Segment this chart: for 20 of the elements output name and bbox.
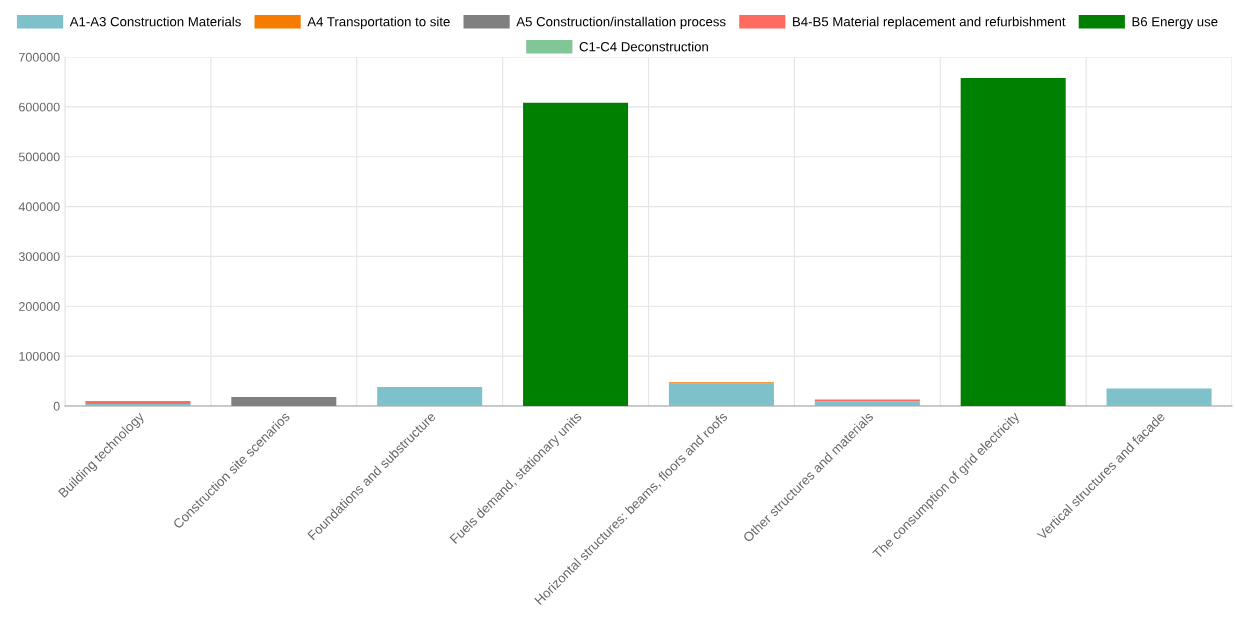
y-tick-label: 100000 (19, 351, 60, 361)
bar (377, 387, 483, 406)
y-tick-label: 600000 (19, 102, 60, 112)
legend-label: A5 Construction/installation process (516, 16, 726, 29)
bar (668, 383, 774, 406)
y-tick-label: 400000 (18, 202, 60, 212)
y-tick-label: 500000 (18, 152, 60, 162)
legend-label: B4-B5 Material replacement and refurbishment (793, 16, 1066, 29)
bar (523, 102, 629, 406)
y-tick-label: 300000 (18, 252, 60, 262)
y-tick-label: 700000 (19, 52, 60, 62)
legend-label: A4 Transportation to site (307, 16, 450, 29)
bar (231, 397, 337, 406)
bar (1106, 388, 1212, 406)
legend-label: B6 Energy use (1132, 17, 1218, 29)
legend-label: A1-A3 Construction Materials (69, 16, 241, 27)
y-tick-label: 200000 (19, 302, 60, 311)
bar (960, 77, 1066, 406)
y-tick-label: 0 (53, 401, 60, 411)
legend-label: C1-C4 Deconstruction (579, 41, 708, 52)
